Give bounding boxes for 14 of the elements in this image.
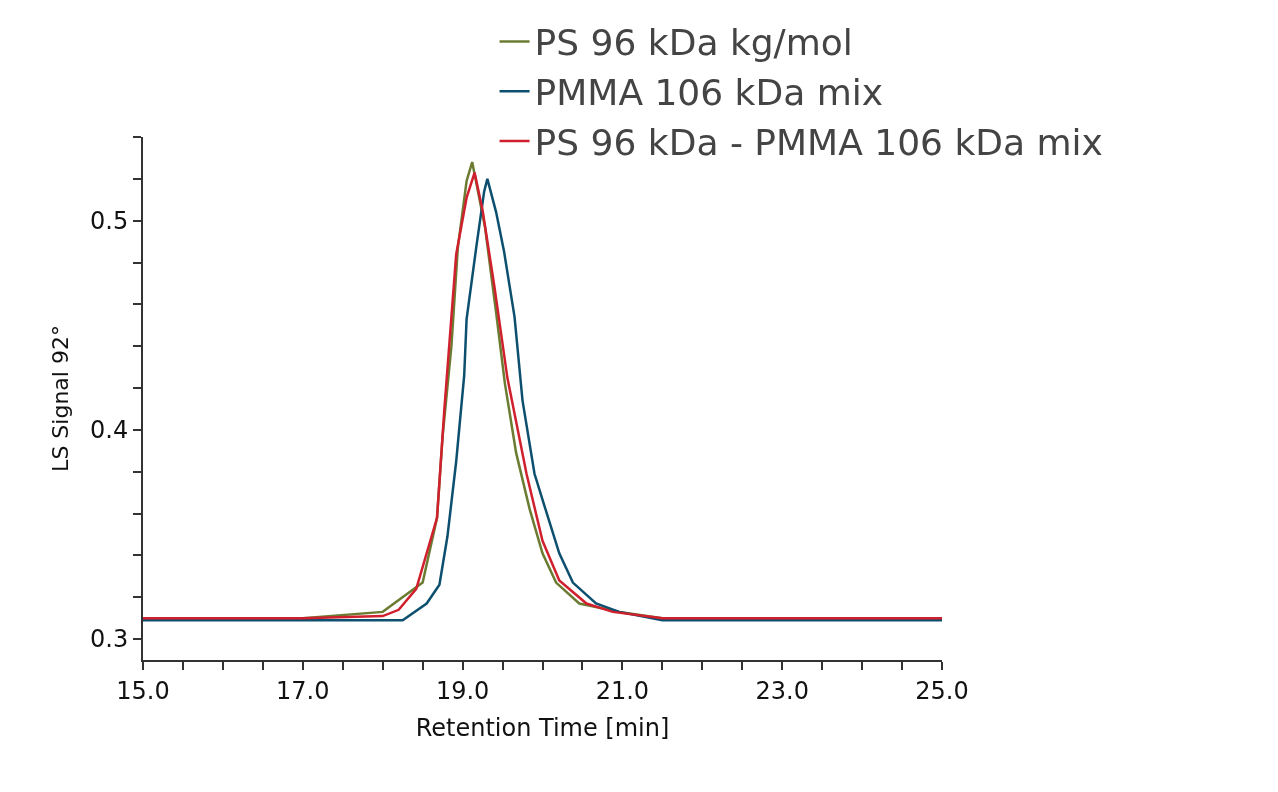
y-tick-label: 0.5 — [90, 207, 129, 236]
x-tick-label: 25.0 — [915, 676, 969, 705]
x-tick-label: 17.0 — [276, 676, 330, 705]
y-tick-label: 0.3 — [90, 625, 129, 654]
x-tick-label: 15.0 — [116, 676, 170, 705]
legend-label: PS 96 kDa kg/mol — [534, 22, 853, 64]
y-axis-title: LS Signal 92° — [48, 325, 74, 472]
y-tick-label: 0.4 — [90, 416, 129, 445]
legend-label: PS 96 kDa - PMMA 106 kDa mix — [534, 122, 1103, 164]
x-axis-title: Retention Time [min] — [415, 713, 670, 742]
x-tick-label: 23.0 — [755, 676, 809, 705]
x-tick-label: 21.0 — [595, 676, 650, 705]
x-tick-label: 19.0 — [435, 676, 490, 705]
legend-label: PMMA 106 kDa mix — [534, 72, 884, 114]
